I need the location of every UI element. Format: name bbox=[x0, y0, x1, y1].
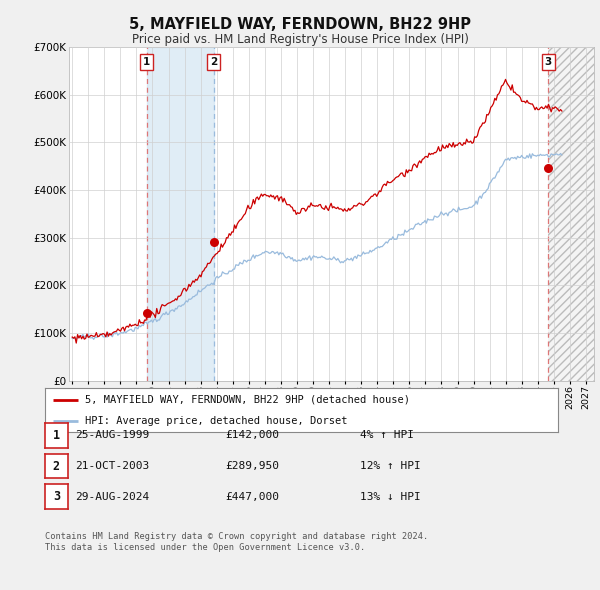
Text: £447,000: £447,000 bbox=[225, 492, 279, 502]
Text: 1: 1 bbox=[143, 57, 151, 67]
Text: Price paid vs. HM Land Registry's House Price Index (HPI): Price paid vs. HM Land Registry's House … bbox=[131, 33, 469, 46]
Text: 13% ↓ HPI: 13% ↓ HPI bbox=[360, 492, 421, 502]
Text: 4% ↑ HPI: 4% ↑ HPI bbox=[360, 431, 414, 440]
Text: £142,000: £142,000 bbox=[225, 431, 279, 440]
Text: 3: 3 bbox=[53, 490, 60, 503]
Text: 29-AUG-2024: 29-AUG-2024 bbox=[75, 492, 149, 502]
Bar bbox=[548, 47, 594, 381]
Text: 12% ↑ HPI: 12% ↑ HPI bbox=[360, 461, 421, 471]
Text: 5, MAYFIELD WAY, FERNDOWN, BH22 9HP: 5, MAYFIELD WAY, FERNDOWN, BH22 9HP bbox=[129, 17, 471, 32]
Text: 3: 3 bbox=[545, 57, 552, 67]
Text: £289,950: £289,950 bbox=[225, 461, 279, 471]
Text: HPI: Average price, detached house, Dorset: HPI: Average price, detached house, Dors… bbox=[85, 416, 347, 426]
Text: 2: 2 bbox=[210, 57, 217, 67]
Text: 25-AUG-1999: 25-AUG-1999 bbox=[75, 431, 149, 440]
Text: 1: 1 bbox=[53, 429, 60, 442]
Bar bbox=[147, 47, 214, 381]
Text: Contains HM Land Registry data © Crown copyright and database right 2024.
This d: Contains HM Land Registry data © Crown c… bbox=[45, 532, 428, 552]
Text: 21-OCT-2003: 21-OCT-2003 bbox=[75, 461, 149, 471]
Text: 2: 2 bbox=[53, 460, 60, 473]
Text: 5, MAYFIELD WAY, FERNDOWN, BH22 9HP (detached house): 5, MAYFIELD WAY, FERNDOWN, BH22 9HP (det… bbox=[85, 395, 410, 405]
